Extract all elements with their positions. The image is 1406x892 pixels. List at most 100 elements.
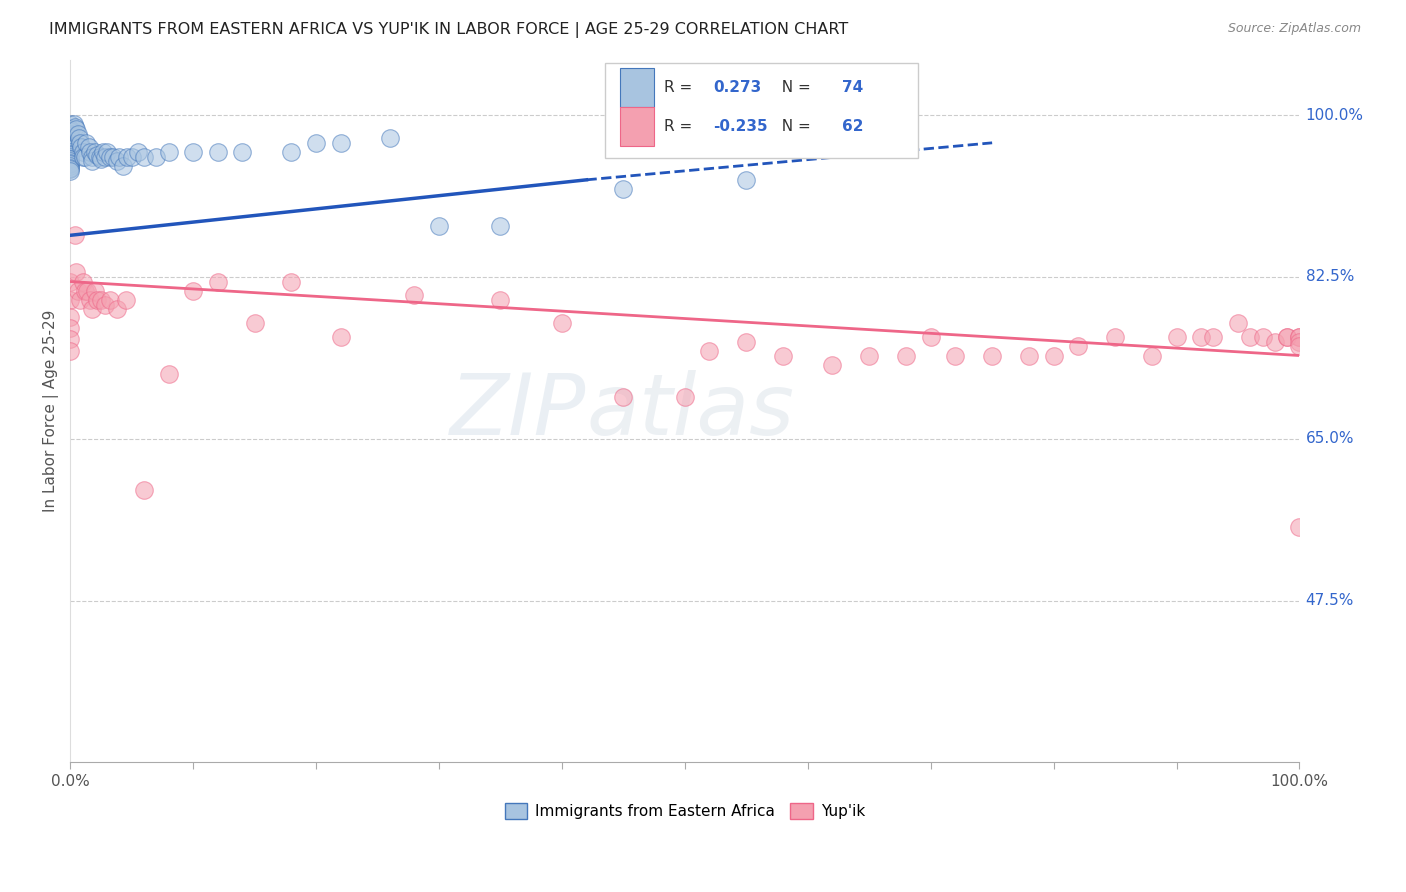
Point bbox=[59, 153, 82, 167]
Point bbox=[1226, 316, 1249, 330]
Text: Source: ZipAtlas.com: Source: ZipAtlas.com bbox=[1227, 22, 1361, 36]
Point bbox=[1202, 330, 1225, 344]
Point bbox=[329, 136, 352, 150]
Point bbox=[66, 127, 89, 141]
Point bbox=[1067, 339, 1090, 353]
Point bbox=[59, 157, 82, 171]
Point bbox=[280, 145, 302, 159]
Point bbox=[1239, 330, 1261, 344]
Point bbox=[1275, 330, 1298, 344]
Point bbox=[59, 148, 82, 162]
Point bbox=[66, 284, 89, 298]
Point bbox=[59, 145, 82, 159]
Point bbox=[943, 349, 966, 363]
Point bbox=[59, 163, 82, 178]
Text: ZIP: ZIP bbox=[450, 369, 586, 452]
Point bbox=[427, 219, 450, 233]
Point bbox=[63, 120, 86, 134]
Text: 65.0%: 65.0% bbox=[1306, 431, 1354, 446]
Point bbox=[673, 390, 696, 404]
Point bbox=[772, 349, 794, 363]
Point bbox=[112, 159, 135, 173]
Point bbox=[1251, 330, 1274, 344]
Text: R =: R = bbox=[664, 119, 697, 134]
Point bbox=[1264, 334, 1286, 349]
Point bbox=[243, 316, 266, 330]
Point bbox=[551, 316, 574, 330]
Point bbox=[86, 293, 108, 307]
Point bbox=[1288, 339, 1310, 353]
Point bbox=[96, 145, 118, 159]
Point bbox=[145, 150, 167, 164]
Point bbox=[735, 334, 758, 349]
Point bbox=[59, 127, 82, 141]
Point bbox=[59, 128, 82, 143]
Point bbox=[75, 136, 97, 150]
Point bbox=[59, 320, 82, 334]
Point bbox=[207, 145, 229, 159]
Point bbox=[329, 330, 352, 344]
Point bbox=[981, 349, 1004, 363]
Point bbox=[1288, 334, 1310, 349]
Point bbox=[93, 298, 115, 312]
Text: 82.5%: 82.5% bbox=[1306, 269, 1354, 285]
Point bbox=[59, 131, 82, 145]
Point bbox=[59, 332, 82, 346]
Text: IMMIGRANTS FROM EASTERN AFRICA VS YUP'IK IN LABOR FORCE | AGE 25-29 CORRELATION : IMMIGRANTS FROM EASTERN AFRICA VS YUP'IK… bbox=[49, 22, 848, 38]
Point bbox=[1166, 330, 1188, 344]
Point bbox=[63, 117, 86, 131]
Point bbox=[82, 154, 104, 169]
Point bbox=[735, 173, 758, 187]
Legend: Immigrants from Eastern Africa, Yup'ik: Immigrants from Eastern Africa, Yup'ik bbox=[499, 797, 872, 825]
Text: 100.0%: 100.0% bbox=[1306, 108, 1364, 122]
Point bbox=[1288, 330, 1310, 344]
Point bbox=[63, 228, 86, 243]
Point bbox=[181, 284, 204, 298]
Point bbox=[59, 124, 82, 138]
Y-axis label: In Labor Force | Age 25-29: In Labor Force | Age 25-29 bbox=[44, 310, 59, 512]
Point bbox=[305, 136, 328, 150]
Point bbox=[59, 142, 82, 156]
Point bbox=[82, 302, 104, 317]
Point bbox=[79, 293, 101, 307]
Point bbox=[72, 150, 94, 164]
Text: atlas: atlas bbox=[586, 369, 794, 452]
Point bbox=[1104, 330, 1126, 344]
Point bbox=[157, 367, 180, 381]
Point bbox=[59, 129, 82, 144]
Point bbox=[72, 145, 94, 159]
Point bbox=[59, 122, 82, 136]
Point bbox=[98, 293, 121, 307]
Point bbox=[59, 131, 82, 145]
FancyBboxPatch shape bbox=[620, 69, 654, 107]
Point bbox=[105, 154, 128, 169]
Point bbox=[59, 152, 82, 166]
Point bbox=[67, 131, 90, 145]
Point bbox=[59, 159, 82, 173]
Point bbox=[1042, 349, 1064, 363]
Point bbox=[378, 131, 401, 145]
Point bbox=[157, 145, 180, 159]
Point bbox=[59, 127, 82, 141]
Text: 74: 74 bbox=[842, 80, 863, 95]
Point bbox=[59, 136, 82, 150]
Point bbox=[489, 219, 512, 233]
Point bbox=[59, 161, 82, 176]
Text: 62: 62 bbox=[842, 119, 863, 134]
Point bbox=[59, 141, 82, 155]
Point bbox=[115, 150, 138, 164]
Point bbox=[59, 140, 82, 154]
Point bbox=[231, 145, 253, 159]
Point bbox=[1288, 519, 1310, 533]
Point bbox=[59, 343, 82, 358]
Point bbox=[90, 153, 112, 167]
Point bbox=[132, 483, 155, 497]
Point bbox=[489, 293, 512, 307]
Point bbox=[65, 122, 87, 136]
Point bbox=[59, 310, 82, 324]
Point bbox=[181, 145, 204, 159]
Point bbox=[1288, 330, 1310, 344]
FancyBboxPatch shape bbox=[620, 107, 654, 145]
Point bbox=[127, 145, 149, 159]
Point bbox=[59, 122, 82, 136]
